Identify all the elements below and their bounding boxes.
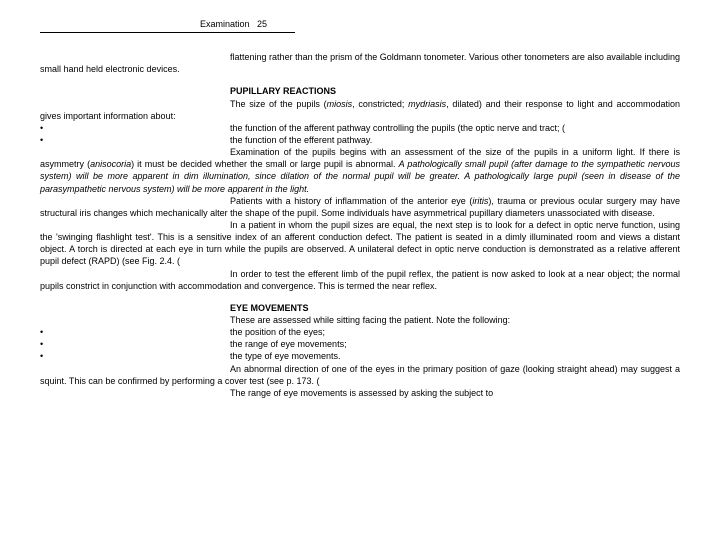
eb3: the type of eye movements. (230, 350, 680, 362)
eye-p2: An abnormal direction of one of the eyes… (40, 363, 680, 387)
pupillary-p3: Patients with a history of inflammation … (40, 195, 680, 219)
b1-text: the function of the afferent pathway con… (230, 122, 680, 134)
eb1: the position of the eyes; (230, 326, 680, 338)
anisocoria: anisocoria (90, 159, 131, 169)
iritis: iritis (472, 196, 488, 206)
p1a: The size of the pupils ( (230, 99, 327, 109)
p3a: Patients with a history of inflammation … (230, 196, 472, 206)
bullet-icon: • (40, 338, 230, 350)
intro-text: flattening rather than the prism of the … (40, 52, 680, 74)
bullet-icon: • (40, 350, 230, 362)
pupillary-p2: Examination of the pupils begins with an… (40, 146, 680, 195)
bullet-icon: • (40, 326, 230, 338)
p2b: ) it must be decided whether the small o… (131, 159, 398, 169)
eye-bullet-2: • the range of eye movements; (40, 338, 680, 350)
bullet-icon: • (40, 134, 230, 146)
pupillary-bullet-2: • the function of the efferent pathway. (40, 134, 680, 146)
eye-title: EYE MOVEMENTS (230, 302, 680, 314)
pupillary-bullet-1: • the function of the afferent pathway c… (40, 122, 680, 134)
eb2: the range of eye movements; (230, 338, 680, 350)
intro-paragraph: flattening rather than the prism of the … (40, 51, 680, 75)
header-page: 25 (257, 19, 267, 29)
pupillary-p4: In a patient in whom the pupil sizes are… (40, 219, 680, 268)
eye-p3: The range of eye movements is assessed b… (40, 387, 680, 399)
bullet-icon: • (40, 122, 230, 134)
p1b: , constricted; (352, 99, 408, 109)
b2-text: the function of the efferent pathway. (230, 134, 680, 146)
pupillary-p5: In order to test the efferent limb of th… (40, 268, 680, 292)
mydriasis: mydriasis (408, 99, 446, 109)
pupillary-p1: The size of the pupils (miosis, constric… (40, 98, 680, 122)
eye-p1: These are assessed while sitting facing … (40, 314, 680, 326)
page-header: Examination 25 (40, 18, 680, 33)
eye-bullet-3: • the type of eye movements. (40, 350, 680, 362)
p5-text: In order to test the efferent limb of th… (40, 269, 680, 291)
header-label: Examination (200, 19, 250, 29)
miosis: miosis (327, 99, 353, 109)
pupillary-title: PUPILLARY REACTIONS (230, 85, 680, 97)
eye-bullet-1: • the position of the eyes; (40, 326, 680, 338)
